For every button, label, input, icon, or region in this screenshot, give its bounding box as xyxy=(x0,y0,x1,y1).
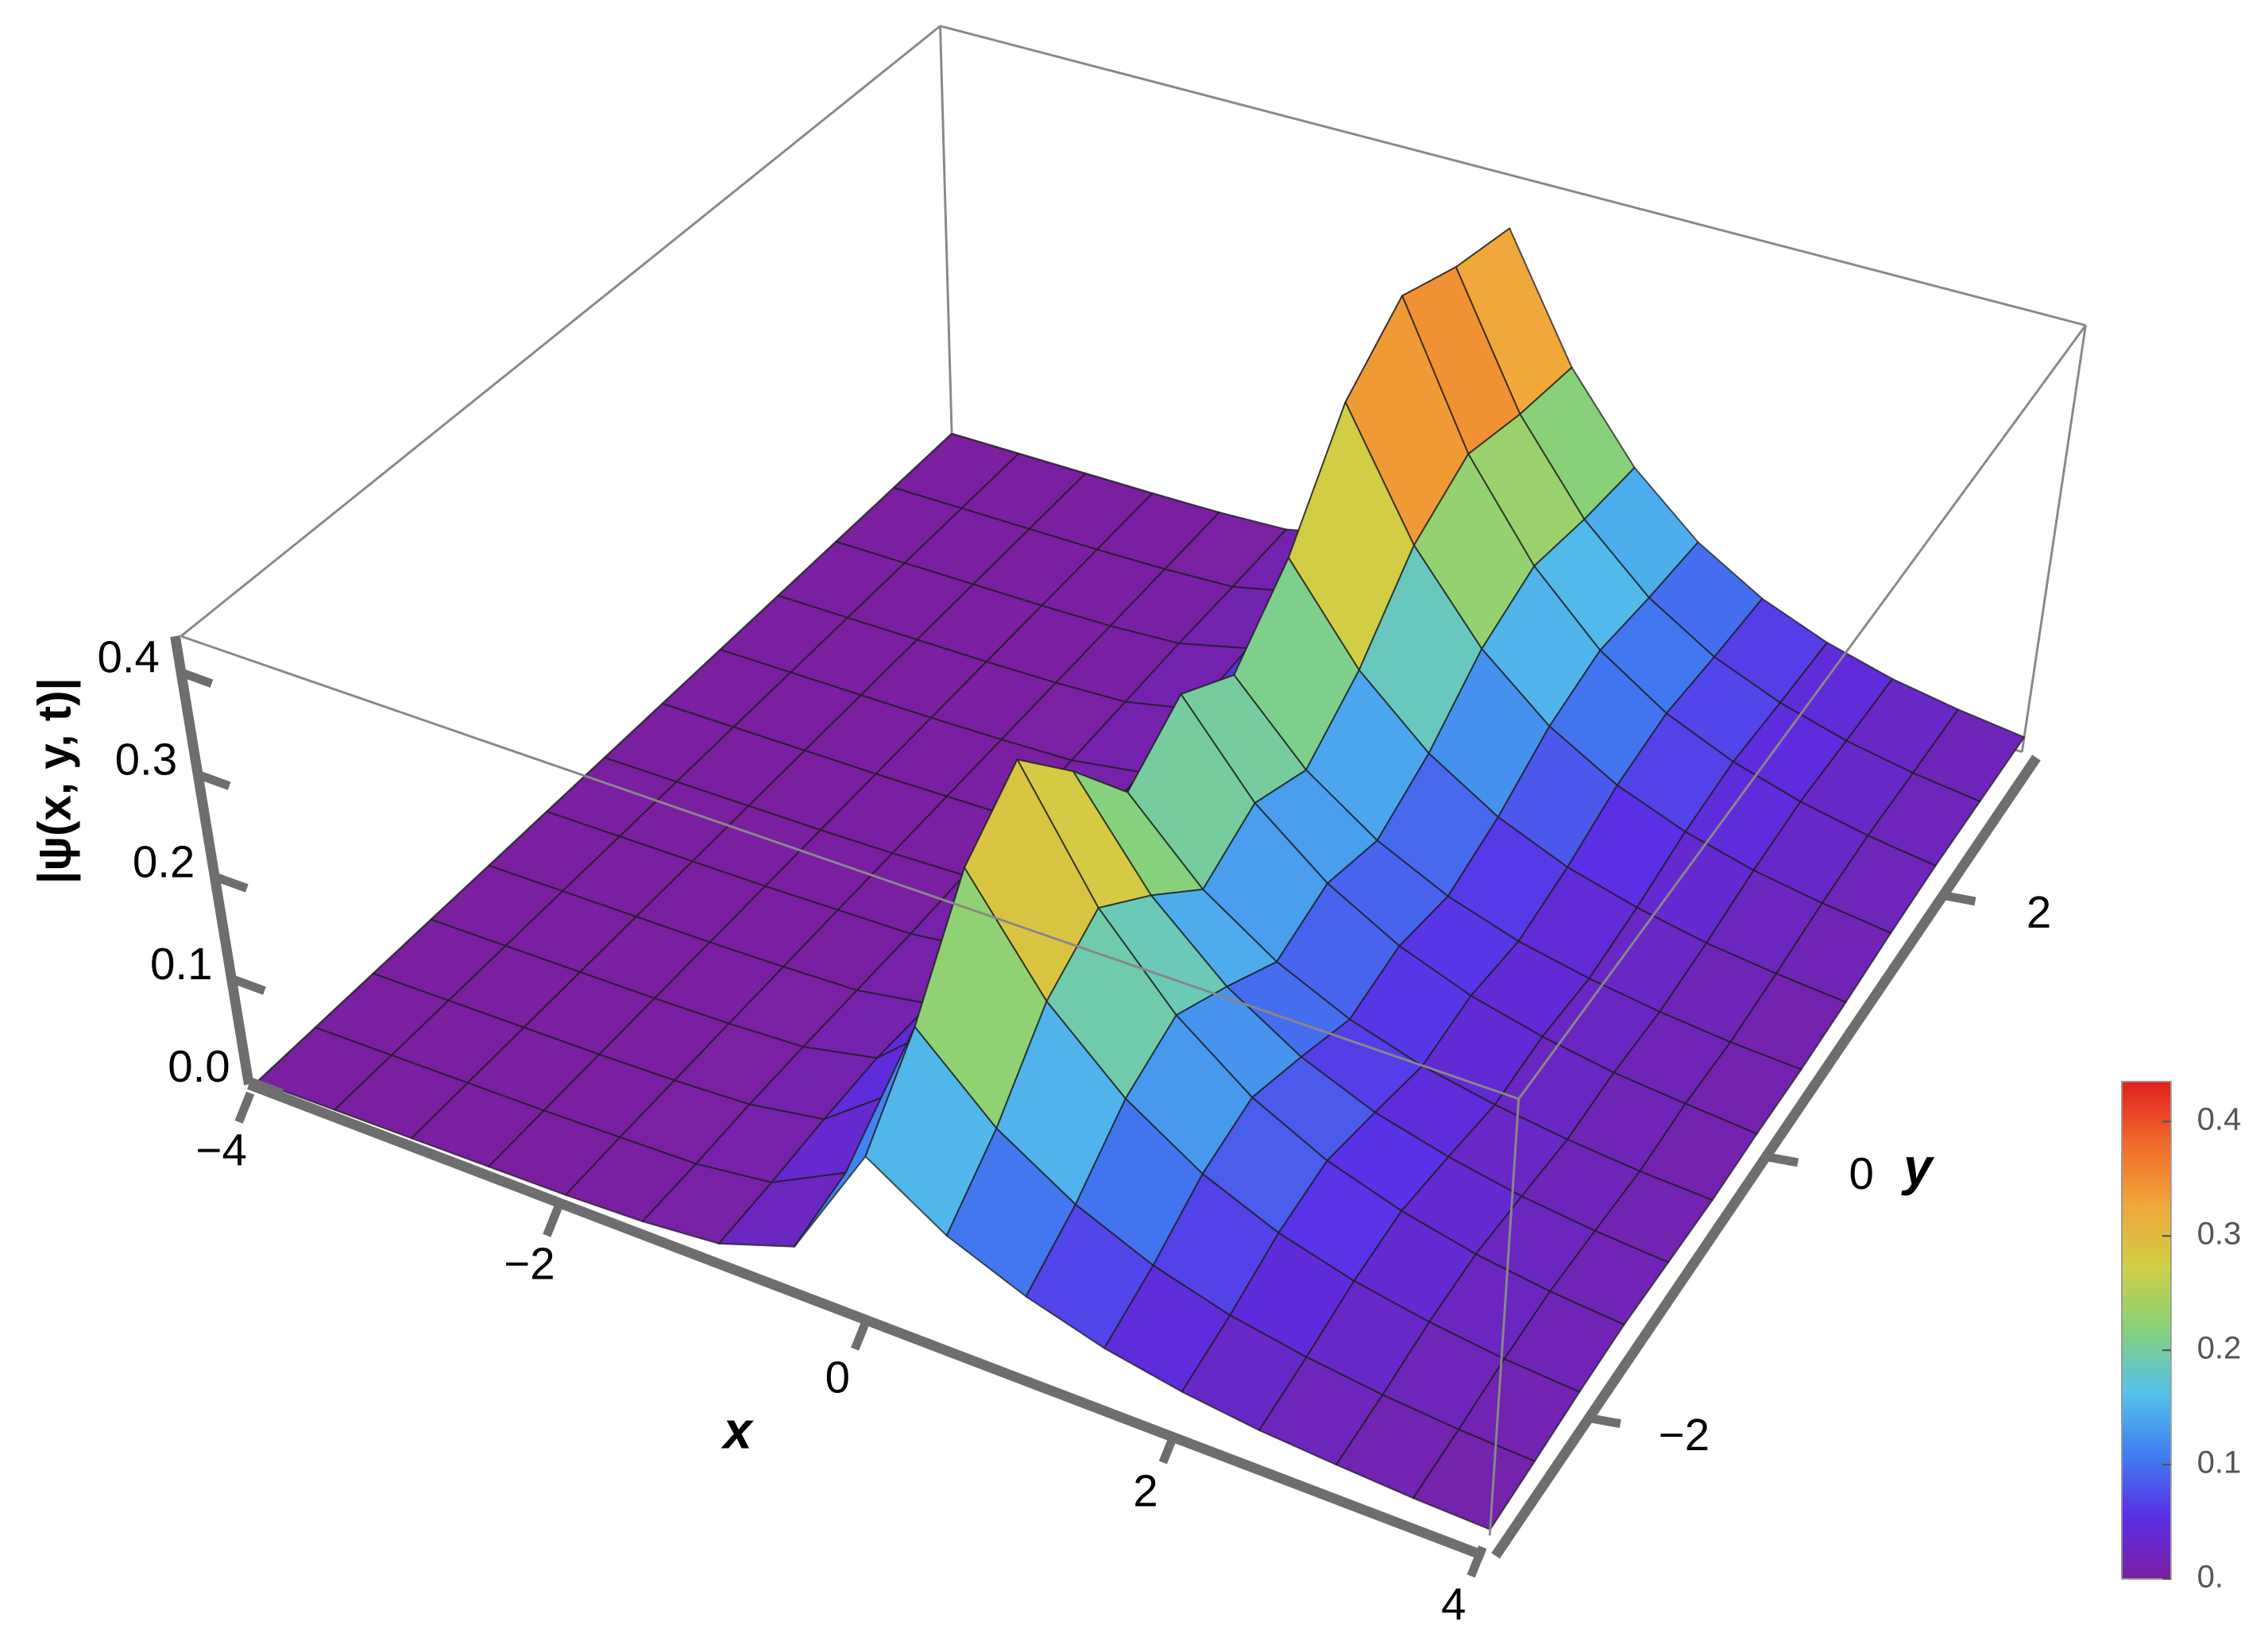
x-tick xyxy=(1466,1545,1487,1578)
z-axis xyxy=(170,635,254,1086)
box-edge xyxy=(180,635,1520,1101)
x-tick xyxy=(1158,1432,1179,1465)
y-tick-label: 2 xyxy=(2027,887,2051,937)
surface xyxy=(257,227,2026,1530)
z-tick xyxy=(178,668,214,688)
z-tick xyxy=(213,872,249,893)
y-tick-label: −2 xyxy=(1659,1410,1710,1460)
y-axis-label: y xyxy=(1901,1138,1935,1196)
x-tick xyxy=(234,1091,255,1124)
z-tick-label: 0.2 xyxy=(133,836,195,886)
box-edge xyxy=(940,25,2086,327)
box-edge xyxy=(1488,1098,1520,1536)
x-tick-label: 0 xyxy=(825,1353,850,1403)
x-tick-label: −2 xyxy=(504,1239,554,1289)
colorbar-tick-label: 0.2 xyxy=(2197,1331,2242,1366)
z-tick-label: 0.0 xyxy=(168,1041,230,1091)
x-tick-label: −4 xyxy=(196,1125,247,1175)
z-tick-label: 0.1 xyxy=(150,939,212,989)
z-tick xyxy=(195,770,231,790)
box-edge xyxy=(939,25,953,434)
z-axis-label: |ψ(x, y, t)| xyxy=(29,677,80,884)
surface-patch xyxy=(1412,1428,1536,1530)
x-axis-label: x xyxy=(721,1401,754,1459)
colorbar-tick-label: 0. xyxy=(2197,1560,2224,1595)
x-tick-label: 2 xyxy=(1133,1465,1157,1515)
box-edge xyxy=(2020,325,2087,752)
box-edge xyxy=(180,25,941,638)
y-tick xyxy=(1942,891,1976,906)
colorbar-tick-label: 0.4 xyxy=(2197,1102,2242,1137)
colorbar xyxy=(2121,1080,2172,1580)
colorbar-tick-label: 0.3 xyxy=(2197,1217,2242,1252)
box-front: −4 −2 0 2 4 −2 0 2 0.0 0.1 0.2 0.3 0.4 0. 0.1 0.2 0.3 0.4 xyxy=(97,324,2242,1629)
x-tick xyxy=(851,1318,871,1351)
y-tick xyxy=(1765,1152,1799,1167)
z-tick xyxy=(231,974,266,995)
box-edge xyxy=(1517,324,2087,1100)
z-tick xyxy=(249,1077,284,1098)
z-tick-label: 0.4 xyxy=(97,632,159,682)
y-tick-label: 0 xyxy=(1849,1148,1874,1198)
z-tick-label: 0.3 xyxy=(115,734,177,784)
y-tick xyxy=(1587,1414,1621,1429)
x-tick-label: 4 xyxy=(1441,1579,1466,1629)
x-tick xyxy=(543,1205,562,1237)
colorbar-tick-label: 0.1 xyxy=(2197,1445,2242,1480)
